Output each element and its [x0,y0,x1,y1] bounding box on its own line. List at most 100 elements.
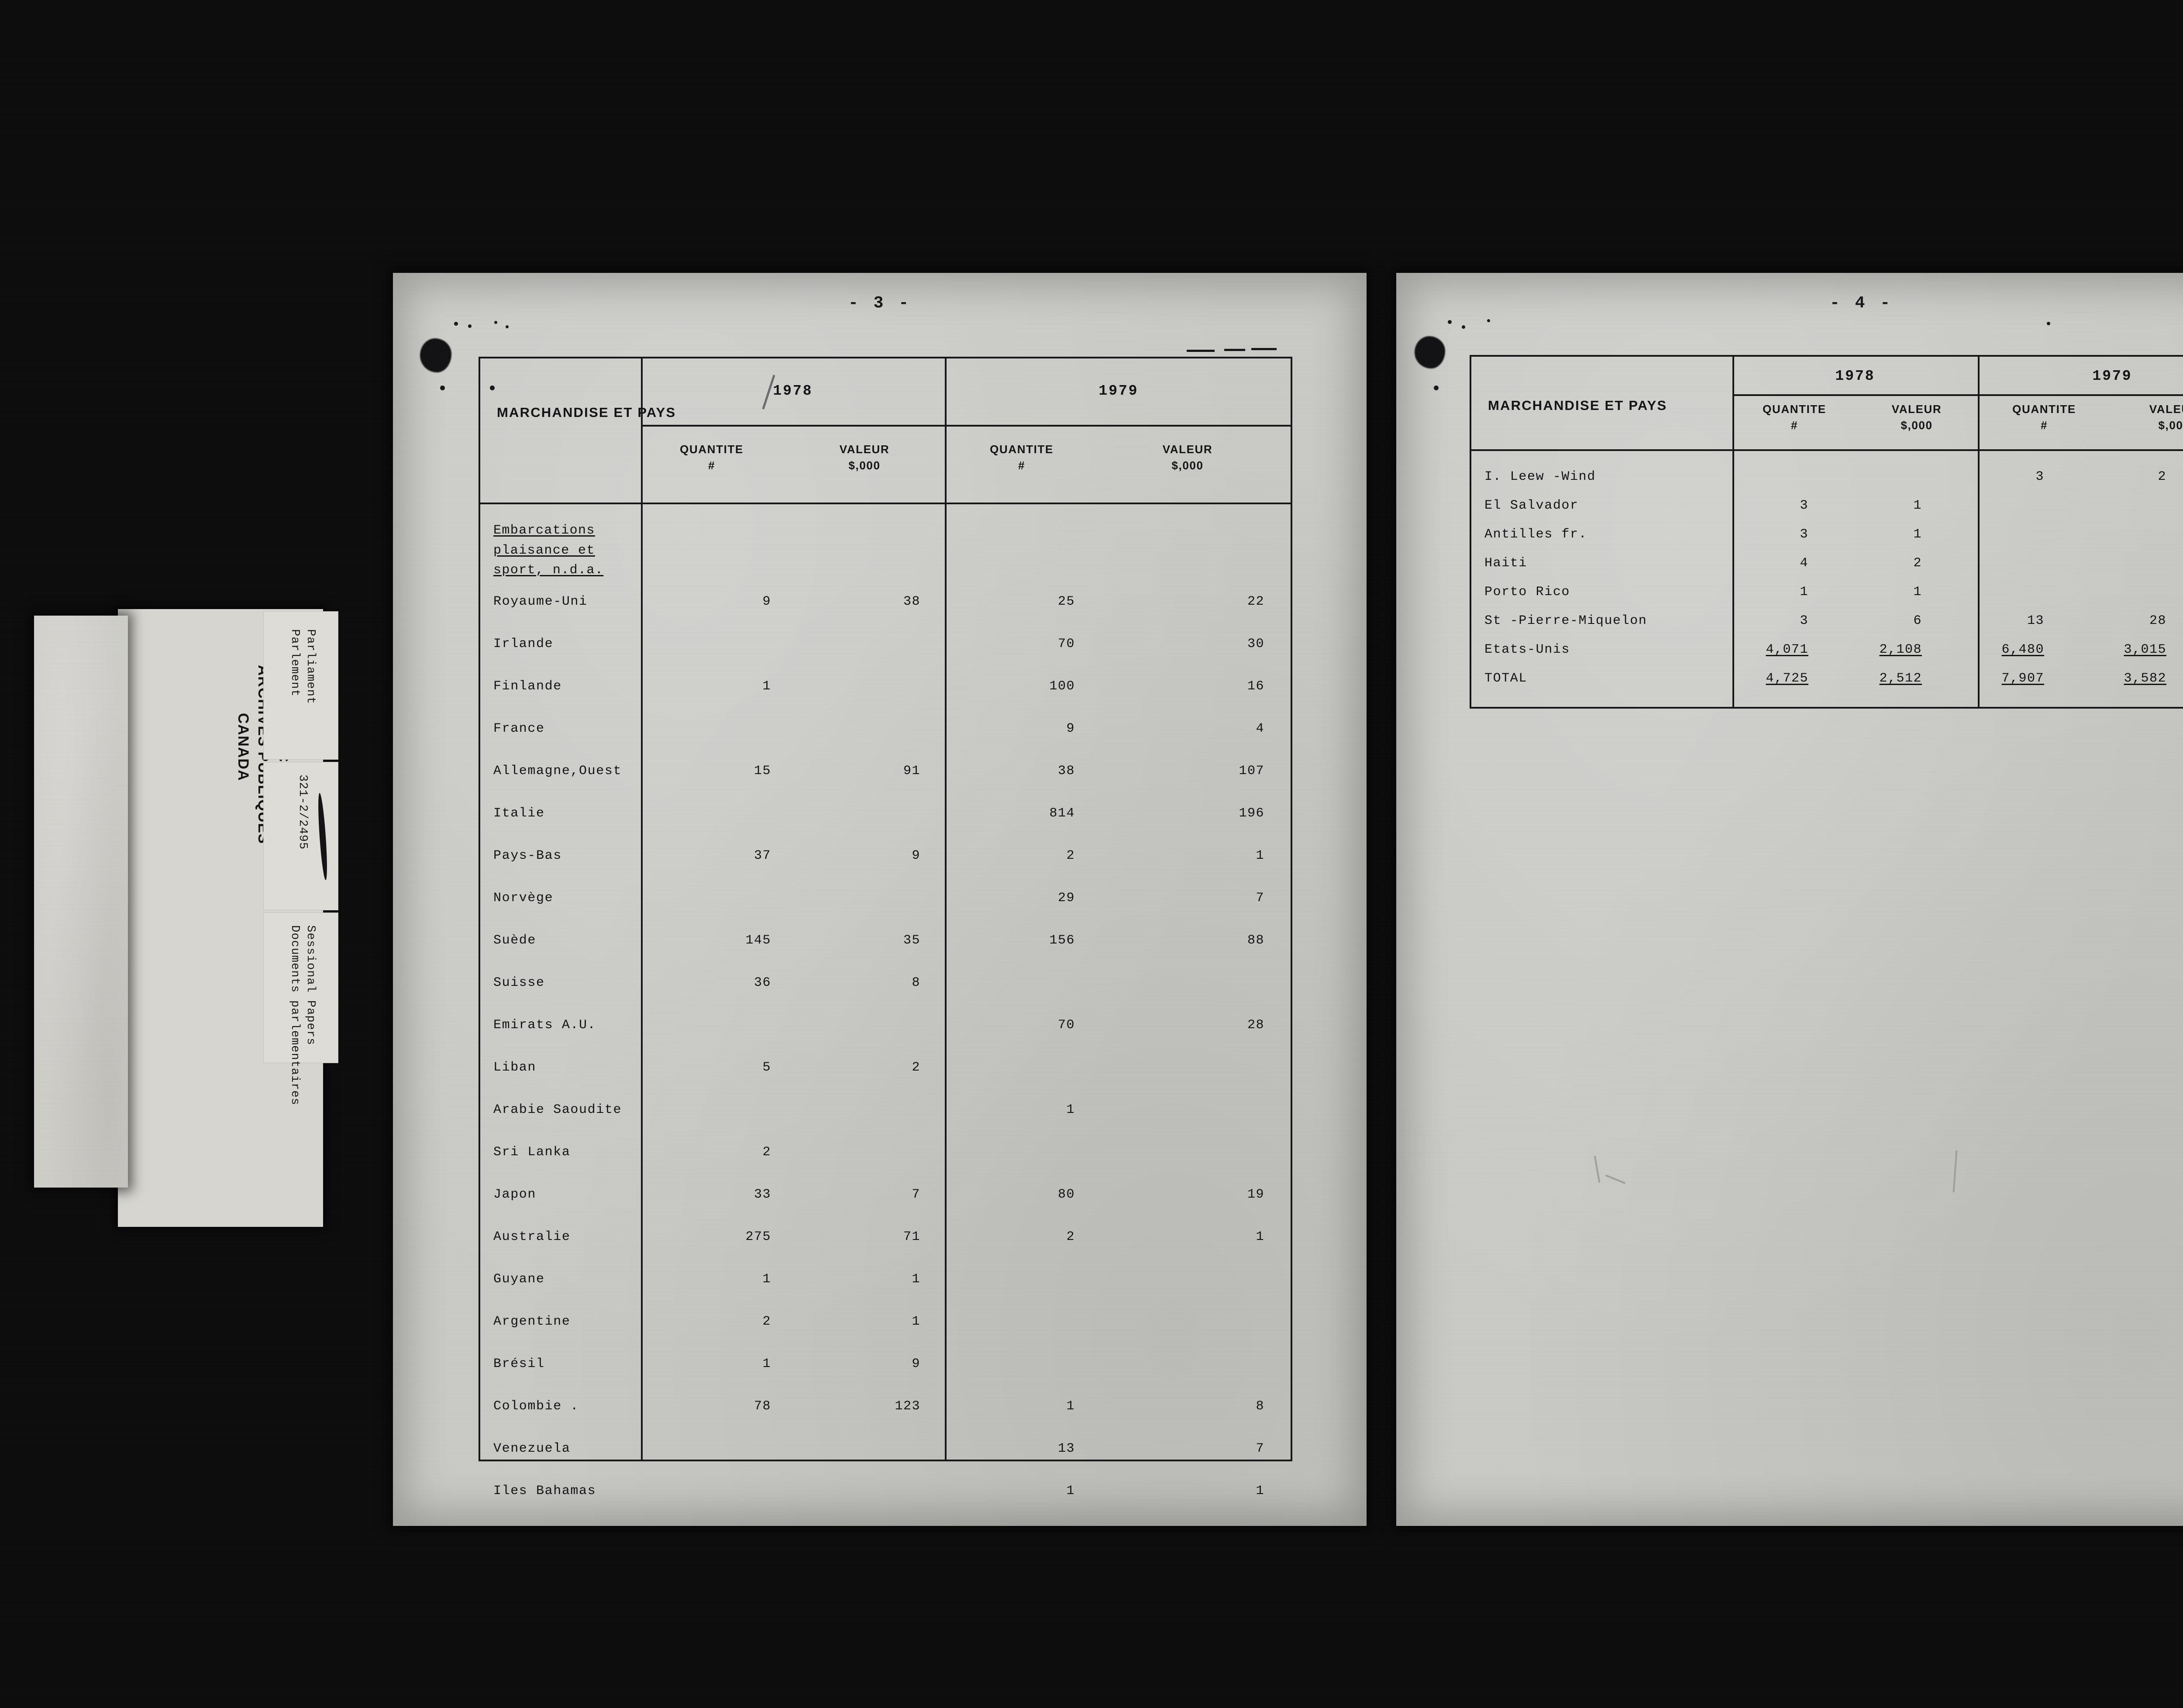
table-row: I. Leew -Wind 3 2 [1471,469,2183,498]
row-value-q78: 3 [1800,527,1808,542]
row-value-q79: 1 [1066,1102,1075,1117]
year-header-1978: 1978 [1835,368,1875,384]
table-row: Emirats A.U. 70 28 [480,1018,1291,1060]
ink-blot-page4 [1415,336,1445,368]
dust-speck [1448,320,1452,324]
row-value-q78: 3 [1800,498,1808,513]
column-header-merchandise: MARCHANDISE ET PAYS [1488,398,1667,413]
row-value-q79: 9 [1066,721,1075,736]
table-row: Etats-Unis 4,071 2,108 6,480 3,015 [1471,642,2183,671]
row-country-label: France [493,721,545,736]
table-row: TOTAL 4,725 2,512 7,907 3,582 [1471,671,2183,700]
row-value-v79: 7 [1256,1441,1264,1456]
dust-speck [1462,325,1465,329]
row-value-v79: 2 [2158,469,2166,484]
subheader-quantite-1978: QUANTITE # [1763,403,1826,432]
label-leaf-mark [317,792,329,881]
stray-rule-dash [1224,349,1245,351]
table-row: Porto Rico 1 1 [1471,585,2183,613]
row-value-q79: 2 [1066,848,1075,863]
row-country-label: Colombie . [493,1399,579,1414]
header-bottomrule [1471,449,2183,451]
row-value-v78: 1 [1913,527,1922,542]
row-value-v79: 16 [1247,679,1264,694]
row-value-v78: 8 [912,975,920,990]
table-row: Suisse 36 8 [480,975,1291,1018]
archives-country: CANADA [235,713,251,782]
row-value-q79: 3 [2035,469,2044,484]
row-value-q78: 15 [754,764,771,778]
row-country-label: Royaume-Uni [493,594,588,609]
row-value-q78: 9 [762,594,771,609]
row-value-q79: 13 [2027,613,2044,628]
subheader-valeur-1979: VALEUR $,000 [1162,443,1213,472]
row-value-q79: 100 [1049,679,1075,694]
row-value-q78: 145 [745,933,771,948]
row-value-v78: 1 [1913,585,1922,599]
row-country-label: Argentine [493,1314,571,1329]
table-row: Irlande 70 30 [480,637,1291,679]
page-number-4: - 4 - [1829,294,1893,313]
row-value-v79: 107 [1239,764,1264,778]
table-row: Italie 814 196 [480,806,1291,848]
row-country-label: Sri Lanka [493,1145,571,1160]
subheader-quantite-1978: QUANTITE # [680,443,744,472]
column-divider-year [945,358,947,1460]
stray-rule-dash [1187,350,1215,352]
table-body-page4: I. Leew -Wind 3 2 El Salvador 3 1 Antilles fr.… [1471,469,2183,700]
row-value-q78: 1 [762,679,771,694]
row-value-v79: 3,582 [2124,671,2166,686]
table-row: Arabie Saoudite 1 [480,1102,1291,1145]
row-value-v79: 1 [1256,1484,1264,1498]
group-heading-embarcations: Embarcations plaisance et sport, n.d.a. [493,521,603,581]
dust-speck [440,386,445,390]
row-value-q79: 13 [1057,1441,1075,1456]
row-value-q78: 4,071 [1766,642,1808,657]
dust-speck [490,386,495,390]
row-country-label: Irlande [493,637,554,651]
row-value-q79: 70 [1057,637,1075,651]
row-value-q78: 2 [762,1145,771,1160]
row-value-v79: 28 [1247,1018,1264,1033]
row-country-label: Haiti [1484,556,1528,571]
row-country-label: Etats-Unis [1484,642,1570,657]
row-value-v79: 30 [1247,637,1264,651]
row-country-label: El Salvador [1484,498,1579,513]
row-value-v79: 1 [1256,848,1264,863]
row-value-q79: 1 [1066,1399,1075,1414]
label-series-fr: Documents parlementaires [288,925,301,1105]
row-country-label: Brésil [493,1357,545,1371]
row-country-label: Italie [493,806,545,821]
column-header-merchandise: MARCHANDISE ET PAYS [497,405,676,420]
table-row: Pays-Bas 37 9 2 1 [480,848,1291,891]
row-value-v78: 1 [912,1272,920,1287]
row-country-label: Antilles fr. [1484,527,1587,542]
row-country-label: Iles Bahamas [493,1484,596,1498]
subheader-quantite-1979: QUANTITE # [990,443,1054,472]
row-value-q78: 1 [762,1357,771,1371]
row-value-q78: 33 [754,1187,771,1202]
row-value-v78: 2,108 [1879,642,1922,657]
column-divider-merchandise [641,358,643,1460]
row-value-q78: 2 [762,1314,771,1329]
group-heading-line: plaisance et [493,543,595,558]
backing-flap-grain [34,616,128,1188]
row-country-label: I. Leew -Wind [1484,469,1596,484]
row-value-q79: 29 [1057,891,1075,906]
row-value-q78: 37 [754,848,771,863]
row-value-q78: 1 [1800,585,1808,599]
row-country-label: Allemagne,Ouest [493,764,622,778]
subheader-quantite-1979: QUANTITE # [2012,403,2076,432]
trade-table-page3: MARCHANDISE ET PAYS 1978 1979 QUANTITE #… [479,357,1292,1498]
row-country-label: St -Pierre-Miquelon [1484,613,1647,628]
row-country-label: Guyane [493,1272,545,1287]
trade-table-page4: MARCHANDISE ET PAYS 1978 1979 QUANTITE #… [1470,355,2183,709]
stray-rule-dash [1251,348,1277,350]
table-row: Colombie . 78 123 1 8 [480,1399,1291,1441]
row-value-v78: 2,512 [1879,671,1922,686]
table-row: Antilles fr. 3 1 [1471,527,2183,556]
row-value-v78: 2 [1913,556,1922,571]
row-country-label: Suède [493,933,537,948]
row-country-label: Liban [493,1060,537,1075]
row-value-v79: 88 [1247,933,1264,948]
